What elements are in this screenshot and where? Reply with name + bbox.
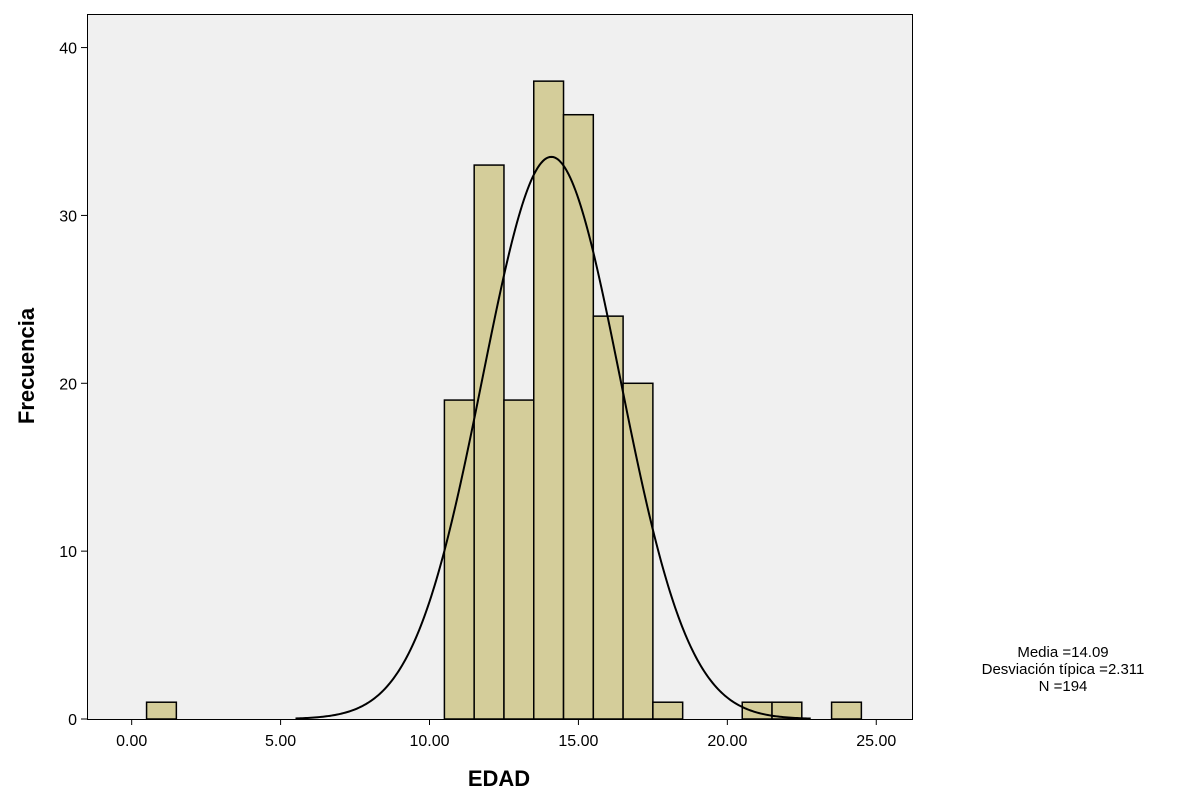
histogram-bar [443,399,475,720]
histogram-bar [652,701,684,720]
histogram-bar [741,701,773,720]
x-tick-label: 15.00 [558,733,598,750]
histogram-bar [562,113,595,720]
y-tick-label: 20 [59,376,77,393]
y-tick-label: 10 [59,544,77,561]
x-tick-label: 20.00 [707,733,747,750]
x-tick-label: 10.00 [409,733,449,750]
y-tick-label: 40 [59,41,77,58]
histogram-bar [533,80,565,720]
y-axis-title: Frecuencia [14,307,39,424]
histogram-bar [503,399,535,720]
y-tick-label: 30 [59,208,77,225]
normal-curve [295,155,811,720]
x-axis: 0.00 5.00 10.00 15.00 20.00 25.00 [116,719,896,750]
stat-media: Media =14.09 [1017,644,1109,661]
stat-desviacion: Desviación típica =2.311 [981,661,1145,678]
x-tick-label: 25.00 [856,733,896,750]
statistics-legend: Media =14.09 Desviación típica =2.311 N … [950,644,1176,695]
x-tick-label: 5.00 [265,733,296,750]
x-axis-title: EDAD [468,766,530,791]
plot-border [87,14,913,720]
bars-group [145,80,863,720]
y-axis: 0 10 20 30 40 [59,41,87,729]
histogram-bar [145,701,178,720]
histogram-bar [622,382,654,720]
x-tick-label: 0.00 [116,733,147,750]
histogram-bar [592,315,624,720]
stat-n: N =194 [1038,678,1088,695]
histogram-bar [830,701,863,720]
histogram-bar [473,164,505,720]
y-tick-label: 0 [68,712,77,729]
